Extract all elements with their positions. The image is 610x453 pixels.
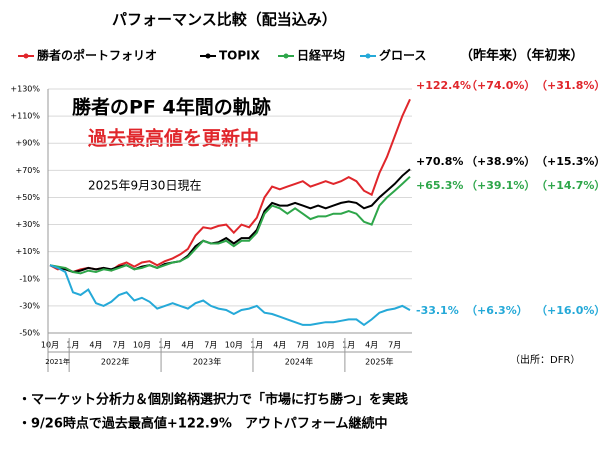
legend-label: グロース [379,48,426,63]
since-last-year: （+6.3%） [466,304,528,317]
x-tick-label: 7月 [112,341,125,350]
y-tick-label: +50% [16,193,41,202]
legend-marker [283,53,289,59]
ytd: （+16.0%） [536,304,605,317]
y-tick-label: +10% [16,247,41,256]
since-last-year: （+39.1%） [466,179,535,192]
end-label: +65.3% [416,179,463,192]
year-label: 2022年 [101,357,129,367]
x-tick-label: 10月 [41,341,59,350]
legend-label: TOPIX [219,49,261,63]
series-line [49,264,411,327]
series-line [49,175,411,275]
legend-marker [205,53,211,59]
year-label: 2023年 [193,357,221,367]
y-tick-label: -30% [19,301,40,310]
end-label: +70.8% [416,155,463,168]
chart-title: パフォーマンス比較（配当込み） [112,11,337,29]
annotation: 過去最高値を更新中 [88,127,259,150]
end-label: +122.4% [416,79,471,92]
x-tick-label: 10月 [317,341,335,350]
end-label: -33.1% [416,304,459,317]
x-tick-label: 10月 [133,341,151,350]
series-line [49,168,411,274]
x-tick-label: 10月 [225,341,243,350]
year-label: 2021年 [45,357,70,366]
legend-label: 勝者のポートフォリオ [37,48,157,63]
x-tick-label: 4月 [181,341,194,350]
x-tick-label: 1月 [250,341,263,350]
column-header: （昨年来）（年初来） [460,48,584,64]
x-tick-label: 1月 [158,341,171,350]
x-tick-label: 4月 [89,341,102,350]
ytd: （+15.3%） [536,155,605,168]
y-tick-label: +110% [10,112,40,121]
since-last-year: （+74.0%） [466,79,535,92]
note: ・マーケット分析力＆個別銘柄選択力で「市場に打ち勝つ」を実践 [18,392,408,408]
y-tick-label: +130% [10,85,40,94]
y-tick-label: +90% [16,139,41,148]
year-label: 2025年 [365,357,393,367]
x-tick-label: 7月 [296,341,309,350]
annotation: 勝者のPF 4年間の軌跡 [72,96,271,119]
x-tick-label: 1月 [66,341,79,350]
y-tick-label: +30% [16,220,41,229]
since-last-year: （+38.9%） [466,155,535,168]
source: （出所：DFR） [510,353,580,366]
year-label: 2024年 [285,357,313,367]
y-tick-label: -50% [19,329,40,338]
legend-marker [365,53,371,59]
note: ・9/26時点で過去最高値+122.9% アウトパフォーム継続中 [18,416,388,432]
ytd: （+14.7%） [536,179,605,192]
x-tick-label: 7月 [204,341,217,350]
x-tick-label: 4月 [273,341,286,350]
legend-label: 日経平均 [297,48,345,63]
x-tick-label: 1月 [342,341,355,350]
legend-marker [23,53,29,59]
ytd: （+31.8%） [536,79,605,92]
y-tick-label: +70% [16,166,41,175]
x-tick-label: 7月 [388,341,401,350]
y-tick-label: -10% [19,274,40,283]
x-tick-label: 4月 [365,341,378,350]
annotation: 2025年9月30日現在 [88,179,201,193]
